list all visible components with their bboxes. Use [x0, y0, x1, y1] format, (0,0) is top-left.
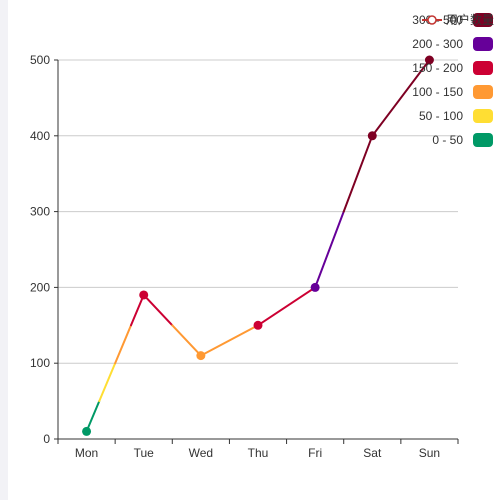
- data-point: [82, 426, 92, 436]
- line-segment: [257, 286, 317, 327]
- line-segment: [314, 210, 345, 289]
- x-tick-label: Mon: [75, 446, 98, 460]
- line-segment: [130, 293, 145, 327]
- legend-swatch: [473, 85, 493, 99]
- data-point: [424, 55, 434, 65]
- line-segment: [342, 134, 374, 213]
- series-legend-label: 用户数量: [446, 12, 494, 27]
- legend-label: 100 - 150: [412, 85, 463, 99]
- data-point: [196, 351, 206, 361]
- legend-swatch: [473, 109, 493, 123]
- data-point: [367, 131, 377, 141]
- x-tick-label: Sun: [419, 446, 440, 460]
- legend-label: 50 - 100: [419, 109, 463, 123]
- x-tick-label: Fri: [308, 446, 322, 460]
- legend-swatch: [473, 133, 493, 147]
- legend-swatch: [473, 61, 493, 75]
- x-tick-label: Thu: [248, 446, 269, 460]
- line-segment: [171, 324, 202, 357]
- x-tick-label: Tue: [134, 446, 155, 460]
- legend-label: 150 - 200: [412, 61, 463, 75]
- series-points: [82, 55, 434, 436]
- line-segment: [142, 293, 174, 327]
- x-tick-label: Sat: [363, 446, 382, 460]
- y-tick-label: 200: [30, 280, 50, 294]
- series-line: [85, 59, 431, 433]
- data-point: [310, 282, 320, 292]
- legend-swatch: [473, 13, 493, 27]
- line-segment: [199, 324, 259, 357]
- y-tick-label: 500: [30, 53, 50, 67]
- line-segment: [114, 324, 133, 365]
- data-point: [253, 320, 263, 330]
- x-tick-label: Wed: [189, 446, 213, 460]
- axes: 0 100 200 300 400 500 Mon Tue Wed Thu Fri Sat Sun: [30, 53, 459, 460]
- y-tick-label: 100: [30, 356, 50, 370]
- line-segment: [85, 400, 101, 433]
- y-tick-label: 0: [43, 432, 50, 446]
- chart-panel: [8, 0, 500, 500]
- grid-lines: [58, 59, 458, 364]
- series-legend-circle-icon: [427, 15, 437, 25]
- y-tick-label: 400: [30, 129, 50, 143]
- line-segment: [98, 362, 117, 403]
- legend-swatch: [473, 37, 493, 51]
- legend-label: 200 - 300: [412, 37, 463, 51]
- line-segment: [371, 59, 431, 137]
- y-tick-label: 300: [30, 205, 50, 219]
- data-point: [139, 290, 149, 300]
- legend-label: 0 - 50: [432, 133, 463, 147]
